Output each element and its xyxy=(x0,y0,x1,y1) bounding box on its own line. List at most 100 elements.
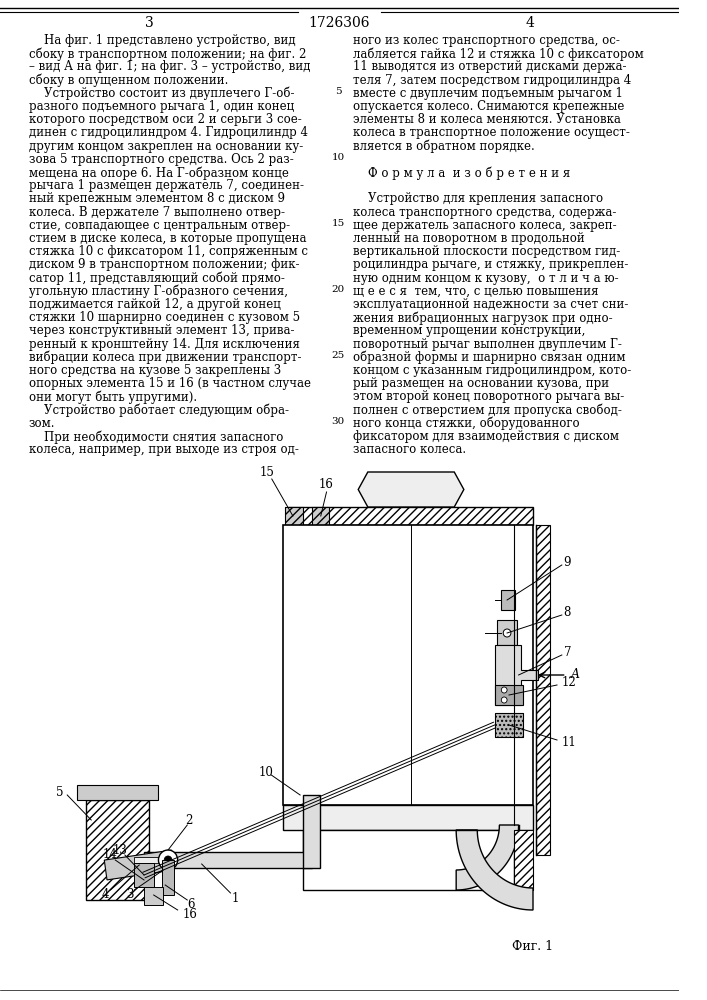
Text: 2: 2 xyxy=(185,814,193,826)
Circle shape xyxy=(501,687,507,693)
Circle shape xyxy=(164,856,172,864)
Text: фиксатором для взаимодействия с диском: фиксатором для взаимодействия с диском xyxy=(354,430,619,443)
Bar xyxy=(312,507,329,533)
Text: опорных элемента 15 и 16 (в частном случае: опорных элемента 15 и 16 (в частном случ… xyxy=(29,377,311,390)
Text: 3: 3 xyxy=(126,888,134,902)
Text: 5: 5 xyxy=(56,786,64,798)
Text: этом второй конец поворотного рычага вы-: этом второй конец поворотного рычага вы- xyxy=(354,390,625,403)
Text: динен с гидроцилиндром 4. Гидроцилиндр 4: динен с гидроцилиндром 4. Гидроцилиндр 4 xyxy=(29,126,308,139)
Bar xyxy=(536,525,550,855)
Text: полнен с отверстием для пропуска свобод-: полнен с отверстием для пропуска свобод- xyxy=(354,404,622,417)
Text: которого посредством оси 2 и серьги 3 сое-: которого посредством оси 2 и серьги 3 со… xyxy=(29,113,302,126)
Text: концом с указанным гидроцилиндром, кото-: концом с указанным гидроцилиндром, кото- xyxy=(354,364,631,377)
Text: Ф о р м у л а  и з о б р е т е н и я: Ф о р м у л а и з о б р е т е н и я xyxy=(354,166,571,180)
Text: колеса транспортного средства, содержа-: колеса транспортного средства, содержа- xyxy=(354,206,617,219)
Text: 10: 10 xyxy=(332,153,345,162)
Text: другим концом закреплен на основании ку-: другим концом закреплен на основании ку- xyxy=(29,140,303,153)
Text: поджимается гайкой 12, а другой конец: поджимается гайкой 12, а другой конец xyxy=(29,298,281,311)
Bar xyxy=(284,805,533,830)
Bar xyxy=(163,860,174,895)
Text: угольную пластину Г-образного сечения,: угольную пластину Г-образного сечения, xyxy=(29,285,288,298)
Text: поворотный рычаг выполнен двуплечим Г-: поворотный рычаг выполнен двуплечим Г- xyxy=(354,338,622,351)
Text: рый размещен на основании кузова, при: рый размещен на основании кузова, при xyxy=(354,377,609,390)
Text: сбоку в опущенном положении.: сбоку в опущенном положении. xyxy=(29,74,228,87)
Circle shape xyxy=(158,850,177,870)
Text: зова 5 транспортного средства. Ось 2 раз-: зова 5 транспортного средства. Ось 2 раз… xyxy=(29,153,293,166)
Bar xyxy=(495,713,523,737)
Text: 5: 5 xyxy=(334,87,341,96)
Text: ного конца стяжки, оборудованного: ного конца стяжки, оборудованного xyxy=(354,417,580,430)
Bar xyxy=(312,507,329,533)
Text: стяжки 10 шарнирно соединен с кузовом 5: стяжки 10 шарнирно соединен с кузовом 5 xyxy=(29,311,300,324)
Text: 15: 15 xyxy=(259,466,274,479)
Text: колеса. В держателе 7 выполнено отвер-: колеса. В держателе 7 выполнено отвер- xyxy=(29,206,285,219)
Text: эксплуатационной надежности за счет сни-: эксплуатационной надежности за счет сни- xyxy=(354,298,629,311)
Circle shape xyxy=(503,629,511,637)
Text: 4: 4 xyxy=(525,16,534,30)
Text: стяжка 10 с фиксатором 11, сопряженным с: стяжка 10 с фиксатором 11, сопряженным с xyxy=(29,245,308,258)
Text: 10: 10 xyxy=(259,766,274,778)
Text: щ е е с я  тем, что, с целью повышения: щ е е с я тем, что, с целью повышения xyxy=(354,285,599,298)
Text: 15: 15 xyxy=(332,219,345,228)
Text: 1726306: 1726306 xyxy=(309,16,370,30)
Text: сбоку в транспортном положении; на фиг. 2: сбоку в транспортном положении; на фиг. … xyxy=(29,47,306,61)
Text: 8: 8 xyxy=(563,605,571,618)
Bar xyxy=(303,795,320,868)
Text: элементы 8 и колеса меняются. Установка: элементы 8 и колеса меняются. Установка xyxy=(354,113,621,126)
Text: При необходимости снятия запасного: При необходимости снятия запасного xyxy=(29,430,284,444)
Bar xyxy=(134,863,153,887)
Bar xyxy=(288,507,533,525)
Text: 14: 14 xyxy=(103,848,118,861)
Text: 4: 4 xyxy=(102,888,110,902)
Polygon shape xyxy=(495,645,538,705)
Text: вляется в обратном порядке.: вляется в обратном порядке. xyxy=(354,140,535,153)
Text: рычага 1 размещен держатель 7, соединен-: рычага 1 размещен держатель 7, соединен- xyxy=(29,179,304,192)
Text: 11 выводятся из отверстий дисками держа-: 11 выводятся из отверстий дисками держа- xyxy=(354,60,627,73)
Text: образной формы и шарнирно связан одним: образной формы и шарнирно связан одним xyxy=(354,351,626,364)
Text: стие, совпадающее с центральным отвер-: стие, совпадающее с центральным отвер- xyxy=(29,219,290,232)
Bar xyxy=(86,800,149,900)
Polygon shape xyxy=(456,825,519,890)
Text: 16: 16 xyxy=(319,479,334,491)
Text: 11: 11 xyxy=(562,736,577,750)
Bar xyxy=(285,507,303,533)
Text: вертикальной плоскости посредством гид-: вертикальной плоскости посредством гид- xyxy=(354,245,621,258)
Circle shape xyxy=(141,872,147,878)
Text: ного из колес транспортного средства, ос-: ного из колес транспортного средства, ос… xyxy=(354,34,620,47)
Text: вместе с двуплечим подъемным рычагом 1: вместе с двуплечим подъемным рычагом 1 xyxy=(354,87,624,100)
Text: временном упрощении конструкции,: временном упрощении конструкции, xyxy=(354,324,586,337)
Polygon shape xyxy=(358,472,464,507)
Bar xyxy=(86,800,149,900)
Polygon shape xyxy=(456,830,533,910)
Text: запасного колеса.: запасного колеса. xyxy=(354,443,467,456)
Text: A: A xyxy=(571,668,580,682)
Text: 25: 25 xyxy=(332,351,345,360)
Text: Фиг. 1: Фиг. 1 xyxy=(513,940,554,953)
Text: ный крепежным элементом 8 с диском 9: ный крепежным элементом 8 с диском 9 xyxy=(29,192,285,205)
Text: колеса, например, при выходе из строя од-: колеса, например, при выходе из строя од… xyxy=(29,443,298,456)
Text: колеса в транспортное положение осущест-: колеса в транспортное положение осущест- xyxy=(354,126,630,139)
Text: 6: 6 xyxy=(187,898,195,912)
Bar xyxy=(501,590,515,610)
Text: ренный к кронштейну 14. Для исключения: ренный к кронштейну 14. Для исключения xyxy=(29,338,300,351)
Text: ленный на поворотном в продольной: ленный на поворотном в продольной xyxy=(354,232,585,245)
Bar xyxy=(514,830,533,890)
Circle shape xyxy=(501,697,507,703)
Text: 9: 9 xyxy=(563,556,571,568)
Text: Устройство для крепления запасного: Устройство для крепления запасного xyxy=(354,192,604,205)
Text: сатор 11, представляющий собой прямо-: сатор 11, представляющий собой прямо- xyxy=(29,272,285,285)
Bar xyxy=(498,620,517,645)
Text: 3: 3 xyxy=(145,16,153,30)
Text: Устройство состоит из двуплечего Г-об-: Устройство состоит из двуплечего Г-об- xyxy=(29,87,294,100)
Text: разного подъемного рычага 1, один конец: разного подъемного рычага 1, один конец xyxy=(29,100,294,113)
Text: 16: 16 xyxy=(182,908,197,922)
Text: 1: 1 xyxy=(232,892,239,904)
Bar xyxy=(77,785,158,800)
Text: стием в диске колеса, в которые пропущена: стием в диске колеса, в которые пропущен… xyxy=(29,232,306,245)
Text: 12: 12 xyxy=(562,676,577,690)
Bar xyxy=(144,887,163,905)
Bar xyxy=(303,830,514,890)
Text: 7: 7 xyxy=(563,646,571,658)
Text: 20: 20 xyxy=(332,285,345,294)
Bar xyxy=(134,857,173,863)
